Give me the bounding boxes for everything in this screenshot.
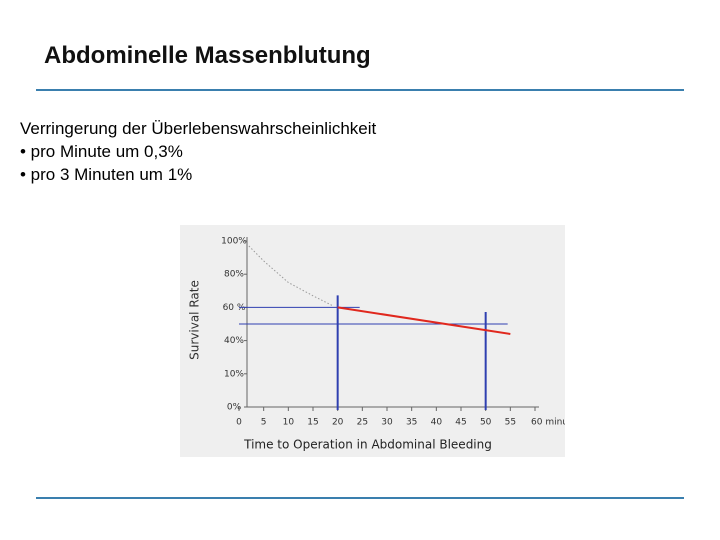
x-tick-label: 5 [261,418,267,428]
text-body: Verringerung der Überlebenswahrscheinlic… [20,117,376,186]
x-tick-label: 45 [455,418,466,428]
text-line: • pro Minute um 0,3% [20,142,183,161]
y-tick-label: 10% [224,369,244,379]
text-line: Verringerung der Überlebenswahrscheinlic… [20,119,377,138]
x-tick-label: 10 [283,418,295,428]
x-tick-label: 20 [332,418,344,428]
x-tick-label: 55 [505,418,516,428]
x-tick-label: 30 [381,418,393,428]
x-axis-label: Time to Operation in Abdominal Bleeding [243,438,492,452]
y-tick-label: 60 % [223,303,246,313]
x-tick-label: 25 [357,418,368,428]
y-tick-label: 100% [221,237,247,247]
divider [36,497,684,499]
text-line: • pro 3 Minuten um 1% [20,165,193,184]
x-tick-label: 15 [307,418,318,428]
y-tick-label: 80% [224,270,244,280]
x-tick-label: 0 [236,418,242,428]
chart: Survival Rate Time to Operation in Abdom… [180,225,565,457]
divider [36,89,684,91]
slide-title: Abdominelle Massenblutung [44,42,371,69]
x-tick-label: 60 minutes [531,418,565,428]
data-line [337,306,511,335]
y-axis-label: Survival Rate [188,280,202,360]
x-tick-label: 50 [480,418,492,428]
y-tick-label: 40% [224,336,244,346]
x-tick-label: 35 [406,418,417,428]
data-line [248,245,333,307]
y-tick-label: 0% [227,403,242,413]
x-tick-label: 40 [431,418,443,428]
